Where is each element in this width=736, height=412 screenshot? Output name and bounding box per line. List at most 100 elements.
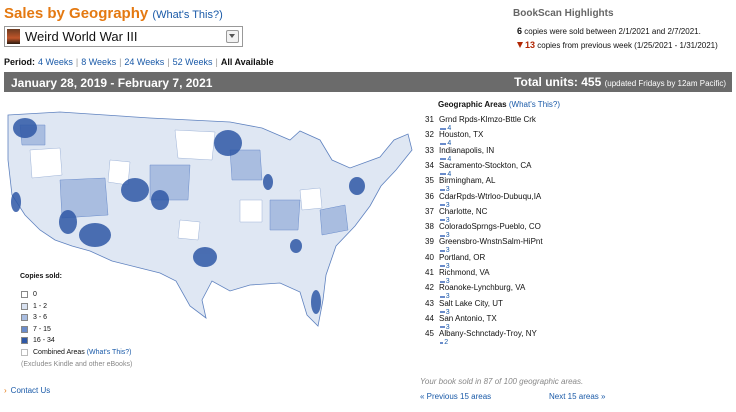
area-name: Indianapolis, IN <box>439 145 495 155</box>
contact-us[interactable]: › Contact Us <box>4 386 50 395</box>
area-name: San Antonio, TX <box>439 313 497 323</box>
us-map <box>7 111 413 327</box>
area-rank: 43 <box>425 298 434 308</box>
count-value: 4 <box>447 170 452 178</box>
period-option[interactable]: 4 Weeks <box>38 57 73 67</box>
area-count: 3 <box>440 324 450 331</box>
change-text: copies from previous week (1/25/2021 - 1… <box>537 41 718 50</box>
dropdown-button[interactable] <box>226 30 239 43</box>
count-value: 3 <box>445 262 450 270</box>
legend-note: (Excludes Kindle and other eBooks) <box>21 361 133 368</box>
area-count: 4 <box>440 140 451 147</box>
count-bar <box>440 142 447 145</box>
area-row: 36 CdarRpds-Wtrloo-Dubuqu,IA 3 <box>425 191 542 209</box>
low-areas <box>29 129 323 241</box>
combined-link[interactable]: (What's This?) <box>86 348 132 356</box>
area-name: ColoradoSprngs-Pueblo, CO <box>439 222 541 232</box>
count-value: 3 <box>445 186 450 194</box>
area-name: Richmond, VA <box>439 268 490 277</box>
geo-title: Geographic Areas (What's This?) <box>438 100 560 109</box>
legend-item: 7 - 15 <box>21 325 51 333</box>
area-rank: 35 <box>425 176 434 186</box>
legend-item: 0 <box>21 291 37 298</box>
legend-title: Copies sold: <box>20 273 63 280</box>
geo-title-text: Geographic Areas <box>438 100 507 109</box>
area-rank: 44 <box>425 313 434 323</box>
count-bar <box>440 265 445 268</box>
period-option: All Available <box>220 57 274 67</box>
count-value: 3 <box>445 232 450 240</box>
book-selector[interactable]: Weird World War III <box>4 26 243 47</box>
area-rank: 39 <box>425 237 434 247</box>
area-count: 3 <box>440 217 450 224</box>
area-name: Sacramento-Stockton, CA <box>439 160 532 170</box>
legend-item: 16 - 34 <box>21 337 55 344</box>
area-rank: 41 <box>425 268 434 277</box>
mid-areas <box>19 124 349 236</box>
period-option[interactable]: 52 Weeks <box>172 57 213 67</box>
period-selector: Period: 4 Weeks | 8 Weeks | 24 Weeks | 52 Weeks… <box>4 57 277 67</box>
area-count: 3 <box>440 293 450 300</box>
count-bar <box>440 295 445 298</box>
area-name: Houston, TX <box>439 130 484 140</box>
legend-item: 1 - 2 <box>21 302 47 310</box>
count-value: 4 <box>447 140 452 148</box>
separator: | <box>167 57 170 67</box>
count-bar <box>440 341 444 344</box>
period-option[interactable]: 8 Weeks <box>81 57 117 67</box>
high-areas <box>11 118 365 314</box>
count-bar <box>440 188 445 191</box>
area-rank: 45 <box>425 329 434 339</box>
area-name: Birmingham, AL <box>439 176 496 186</box>
area-row: 35 Birmingham, AL 3 <box>425 176 496 193</box>
area-rank: 32 <box>425 130 434 140</box>
area-name: Roanoke-Lynchburg, VA <box>439 283 526 293</box>
count-bar <box>440 280 445 283</box>
count-value: 3 <box>445 216 450 224</box>
area-name: Charlotte, NC <box>439 206 488 216</box>
count-bar <box>440 249 445 252</box>
count-value: 4 <box>447 155 452 163</box>
count-bar <box>440 173 447 176</box>
legend-swatch <box>21 325 28 333</box>
separator: | <box>119 57 122 67</box>
area-count: 3 <box>440 278 450 285</box>
previous-link[interactable]: « Previous 15 areas <box>420 392 492 401</box>
count-bar <box>440 219 445 222</box>
period-option[interactable]: 24 Weeks <box>124 57 165 67</box>
count-value: 3 <box>445 247 450 255</box>
area-rank: 33 <box>425 145 434 155</box>
area-row: 39 Greensbro-WnstnSalm-HiPnt 3 <box>425 237 543 254</box>
total-label: Total units: <box>514 75 578 89</box>
period-label: Period: <box>4 57 36 67</box>
area-name: Albany-Schnctady-Troy, NY <box>439 329 537 339</box>
page-title: Sales by Geography (What's This?) <box>4 5 223 22</box>
count-value: 3 <box>445 308 450 316</box>
title-text: Sales by Geography <box>4 5 149 22</box>
area-rank: 40 <box>425 252 434 262</box>
count-bar <box>440 158 447 161</box>
whats-this-link[interactable]: (What's This?) <box>152 9 223 21</box>
area-name: CdarRpds-Wtrloo-Dubuqu,IA <box>439 191 542 201</box>
count-bar <box>440 326 445 329</box>
contact-link[interactable]: Contact Us <box>10 386 51 395</box>
bullet: › <box>4 386 7 395</box>
area-count: 3 <box>440 309 450 316</box>
legend-combined: Combined Areas (What's This?) <box>21 348 132 356</box>
area-row: 37 Charlotte, NC 3 <box>425 206 488 224</box>
area-row: 32 Houston, TX 4 <box>425 130 484 147</box>
update-note: (updated Fridays by 12am Pacific) <box>604 79 726 88</box>
geo-whats-this[interactable]: (What's This?) <box>508 100 561 109</box>
area-name: Greensbro-WnstnSalm-HiPnt <box>439 237 543 247</box>
summary-bar: January 28, 2019 - February 7, 2021 Tota… <box>4 72 732 92</box>
count-bar <box>440 127 447 130</box>
legend-swatch <box>21 302 28 310</box>
legend-swatch <box>21 348 28 356</box>
area-rank: 34 <box>425 160 434 170</box>
area-rank: 31 <box>425 115 434 124</box>
sold-summary: Your book sold in 87 of 100 geographic a… <box>420 377 584 386</box>
legend-label: 16 - 34 <box>33 337 55 344</box>
next-link[interactable]: Next 15 areas » <box>549 392 606 401</box>
count-value: 3 <box>445 323 450 331</box>
